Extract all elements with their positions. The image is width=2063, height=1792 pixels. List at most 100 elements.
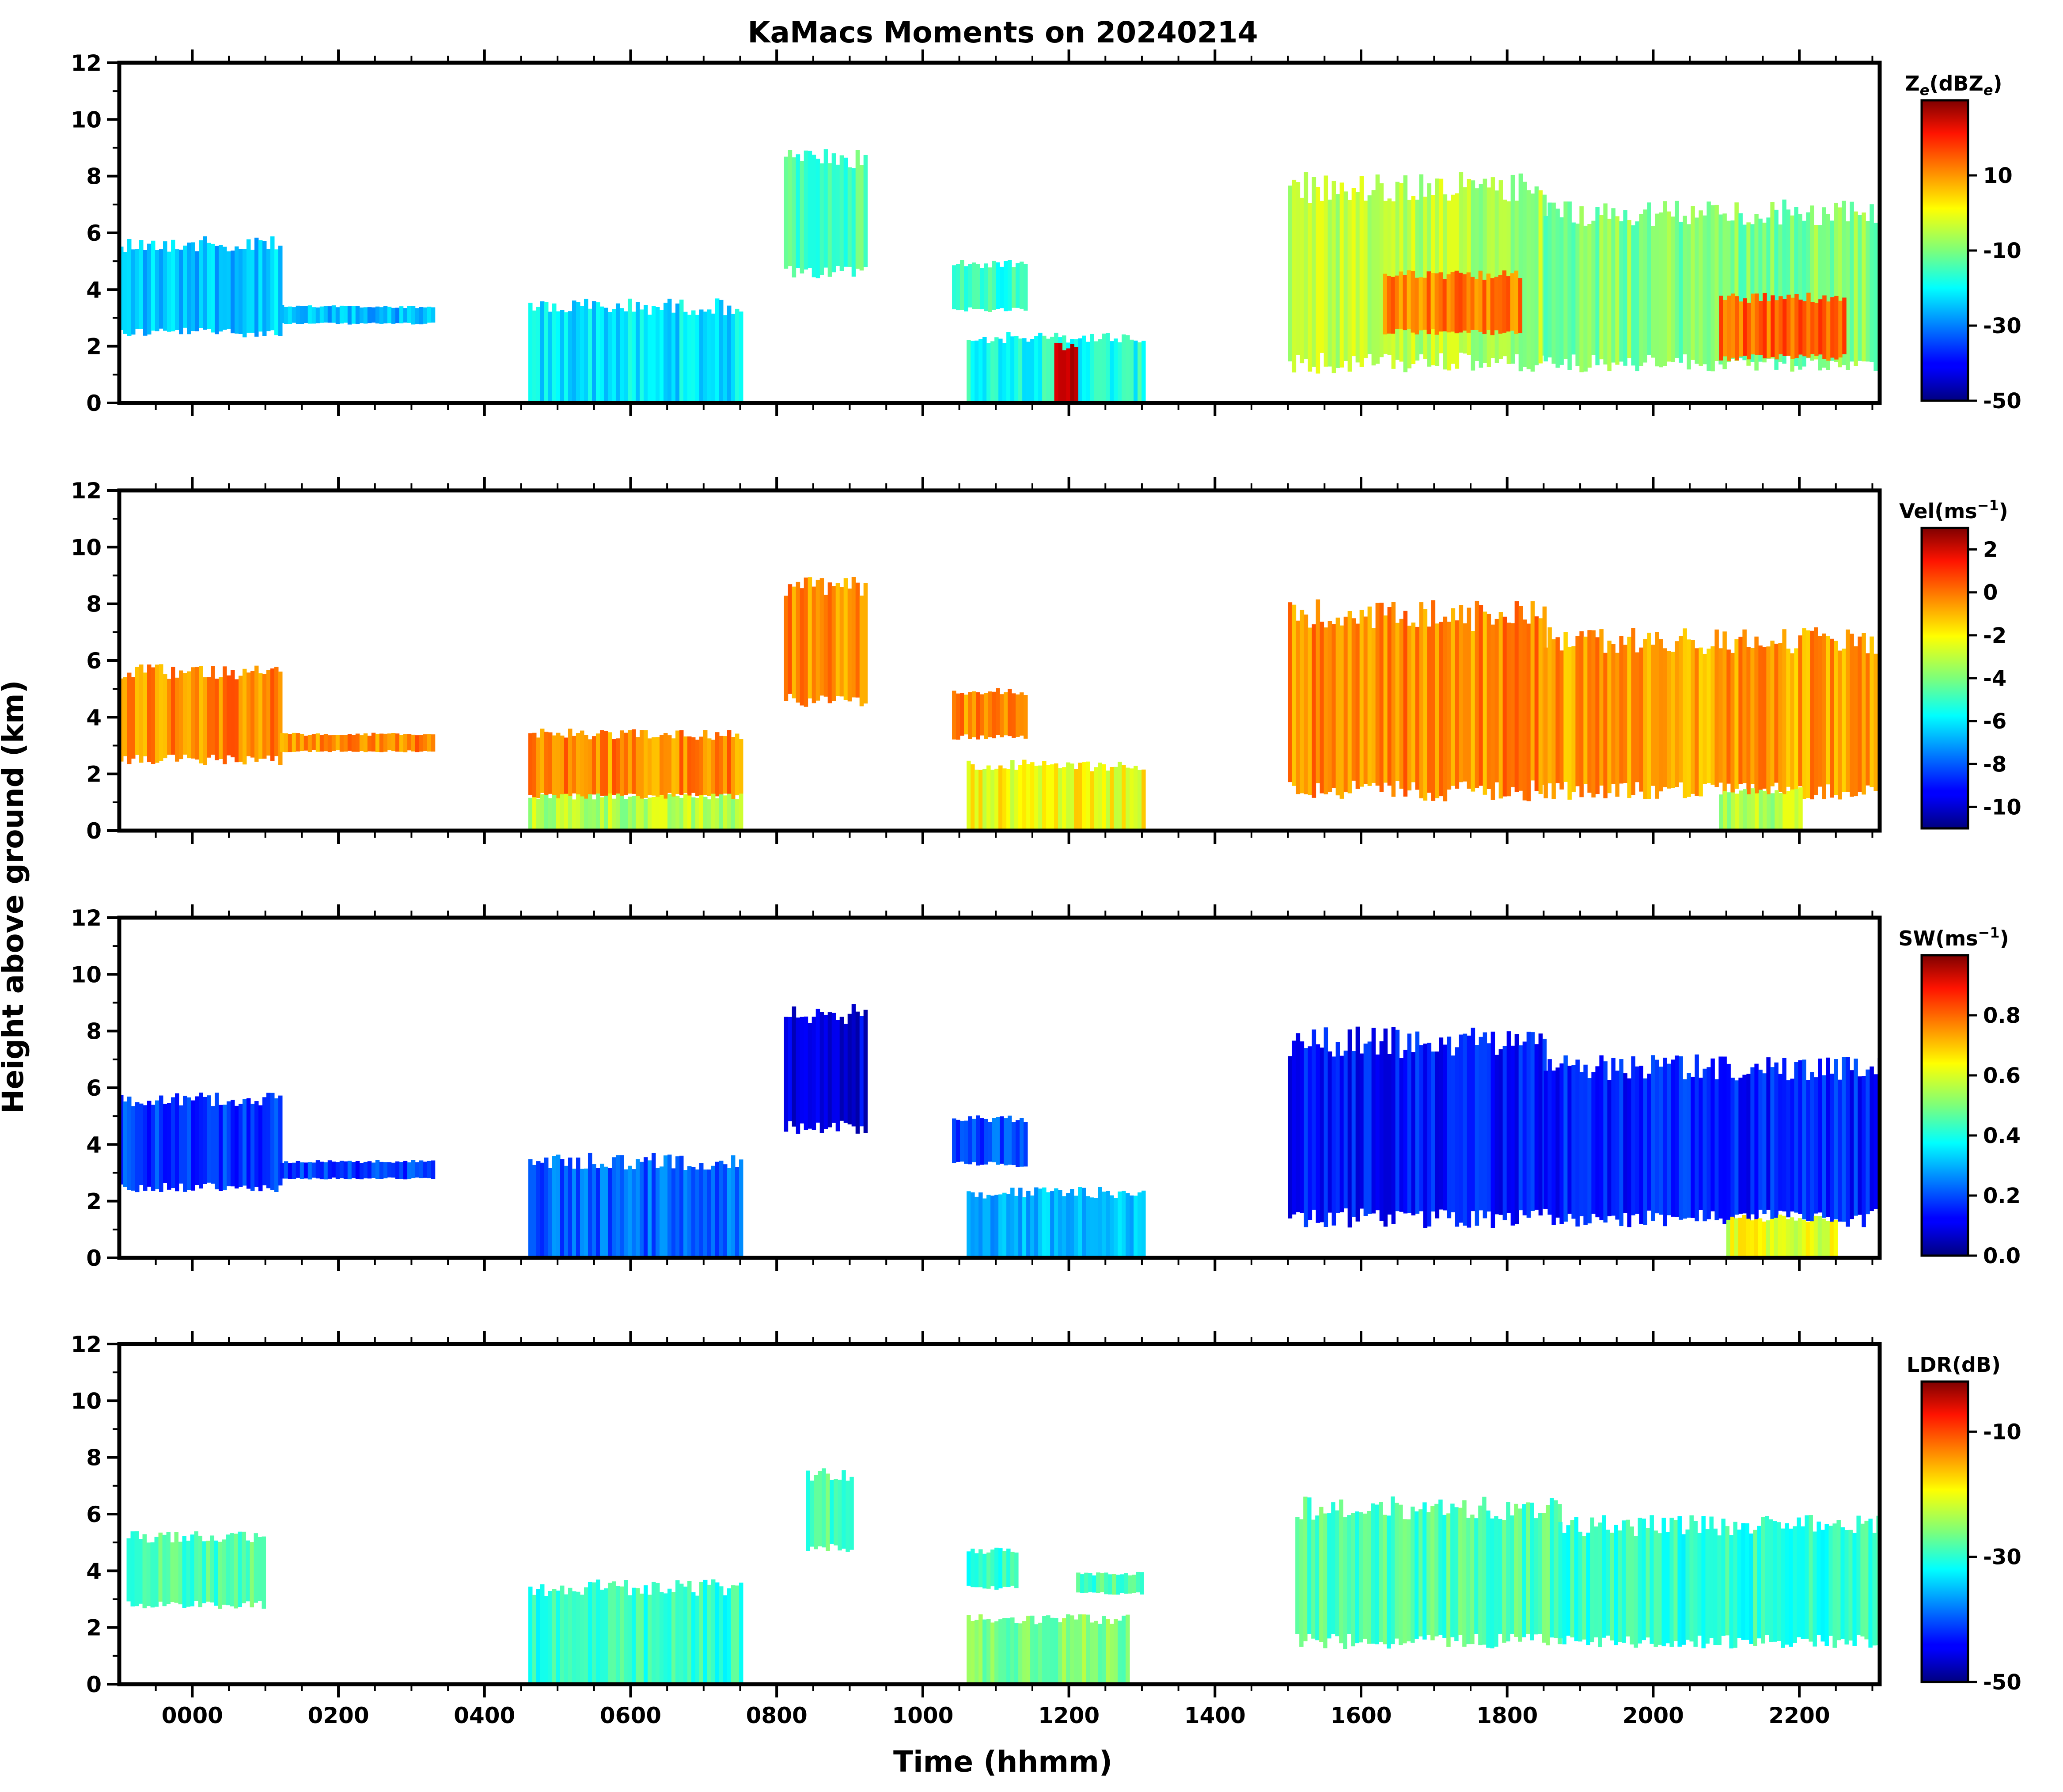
echo-region-4 — [967, 1614, 1130, 1684]
x-axis-title: Time (hhmm) — [893, 1745, 1112, 1779]
y-tick-label: 4 — [86, 1558, 102, 1584]
colorbar-tick-label: 2 — [1983, 538, 1998, 562]
colorbar-tick-label: 0.0 — [1983, 1244, 2021, 1268]
y-tick-label: 8 — [86, 1445, 102, 1471]
echo-region-4 — [952, 1115, 1028, 1167]
y-tick-label: 2 — [86, 1189, 102, 1215]
echo-region-0 — [119, 236, 283, 338]
echo-layer — [119, 577, 1880, 831]
colorbar-label: Vel(ms−1) — [1899, 497, 2008, 523]
echo-region-6 — [1288, 1026, 1547, 1228]
y-tick-label: 10 — [71, 962, 102, 987]
echo-region-0 — [119, 664, 283, 765]
echo-region-7 — [1288, 172, 1547, 374]
y-tick-label: 2 — [86, 762, 102, 787]
y-tick-label: 8 — [86, 592, 102, 617]
echo-region-1 — [528, 1579, 743, 1684]
y-tick-label: 8 — [86, 1019, 102, 1044]
chart-title: KaMacs Moments on 20240214 — [747, 15, 1258, 49]
colorbar-tick-label: -10 — [1983, 795, 2021, 820]
y-tick-label: 6 — [86, 1502, 102, 1527]
panel-spectrum_width: 0 2 4 6 8 10 12 0.8 0.6 0.4 0.2 0.0 SW(ms−1) — [71, 904, 2021, 1271]
echo-region-2 — [806, 1468, 854, 1552]
x-tick-label: 1400 — [1184, 1703, 1246, 1728]
colorbar-reflectivity — [1920, 99, 1969, 402]
colorbar-tick-label: -10 — [1983, 1420, 2021, 1444]
y-tick-label: 0 — [86, 1245, 102, 1271]
y-tick-label: 10 — [71, 535, 102, 560]
echo-region-10 — [1719, 292, 1847, 361]
echo-region-3 — [784, 1004, 868, 1134]
colorbar-tick-label: -6 — [1983, 709, 2006, 734]
x-tick-label: 1600 — [1330, 1703, 1392, 1728]
colorbar-tick-label: -30 — [1983, 314, 2021, 338]
echo-region-0 — [119, 1092, 283, 1192]
echo-layer — [119, 149, 1880, 403]
colorbar-tick-label: -4 — [1983, 666, 2006, 691]
echo-region-2 — [528, 1153, 743, 1258]
x-tick-label: 0400 — [454, 1703, 515, 1728]
y-tick-label: 4 — [86, 705, 102, 730]
colorbar-tick-label: 10 — [1983, 163, 2013, 188]
y-tick-label: 6 — [86, 1075, 102, 1101]
echo-region-4 — [952, 260, 1028, 312]
x-tick-label: 2000 — [1623, 1703, 1684, 1728]
x-tick-label: 2200 — [1769, 1703, 1830, 1728]
colorbar-tick-label: 0.2 — [1983, 1184, 2021, 1208]
y-tick-label: 0 — [86, 818, 102, 844]
x-tick-label: 0200 — [307, 1703, 369, 1728]
echo-region-8 — [1383, 270, 1523, 335]
x-tick-label: 1000 — [892, 1703, 953, 1728]
colorbar-spectrum_width — [1920, 954, 1969, 1257]
colorbar-tick-label: -10 — [1983, 239, 2021, 263]
colorbar-tick-label: -2 — [1983, 623, 2006, 648]
echo-region-9 — [1543, 199, 1880, 372]
y-tick-label: 12 — [71, 1332, 102, 1357]
echo-region-7 — [1558, 1515, 1880, 1649]
echo-region-1 — [280, 305, 436, 325]
echo-layer — [119, 1004, 1880, 1258]
x-tick-label: 0000 — [162, 1703, 223, 1728]
colorbar-tick-label: -50 — [1983, 1670, 2021, 1695]
colorbar-tick-label: 0 — [1983, 581, 1998, 605]
panel-velocity: 0 2 4 6 8 10 12 2 0 -2 -4 -6 -8 -10 Vel(ms−1) — [71, 477, 2021, 844]
colorbar-label: LDR(dB) — [1907, 1353, 2001, 1377]
x-tick-label: 1800 — [1476, 1703, 1538, 1728]
x-tick-label: 0600 — [600, 1703, 661, 1728]
echo-region-5 — [967, 1187, 1146, 1258]
y-tick-label: 6 — [86, 220, 102, 246]
echo-region-6 — [1295, 1496, 1562, 1649]
colorbar-tick-label: -30 — [1983, 1545, 2021, 1570]
echo-region-0 — [126, 1531, 266, 1609]
echo-layer — [126, 1468, 1880, 1684]
echo-region-6 — [967, 759, 1146, 831]
y-tick-label: 10 — [71, 107, 102, 133]
echo-region-2 — [528, 298, 743, 403]
echo-region-7 — [1543, 1054, 1880, 1227]
y-tick-label: 0 — [86, 391, 102, 416]
echo-region-5 — [1076, 1572, 1144, 1595]
echo-region-6 — [1054, 342, 1079, 403]
y-tick-label: 12 — [71, 478, 102, 504]
echo-region-1 — [280, 1160, 436, 1180]
colorbar-tick-label: 0.4 — [1983, 1124, 2021, 1148]
echo-region-8 — [1543, 627, 1880, 800]
y-tick-label: 6 — [86, 648, 102, 674]
panel-ldr: 0 2 4 6 8 10 12 0000 0200 0400 0600 0800 1000 1200 140… — [71, 1331, 2021, 1728]
x-tick-label: 1200 — [1038, 1703, 1100, 1728]
y-tick-label: 2 — [86, 334, 102, 360]
colorbar-label: Ze(dBZe) — [1905, 72, 2002, 99]
echo-region-3 — [528, 793, 743, 831]
y-tick-label: 10 — [71, 1388, 102, 1414]
y-tick-label: 0 — [86, 1672, 102, 1697]
colorbar-tick-label: 0.6 — [1983, 1063, 2021, 1088]
y-axis-title: Height above ground (km) — [0, 680, 30, 1114]
panel-reflectivity: 0 2 4 6 8 10 12 10 -10 -30 -50 Ze(dBZe) — [71, 49, 2021, 416]
echo-region-4 — [784, 577, 868, 707]
colorbar-tick-label: -8 — [1983, 752, 2006, 777]
echo-region-9 — [1719, 787, 1803, 831]
echo-region-7 — [1288, 599, 1547, 801]
y-tick-label: 4 — [86, 277, 102, 303]
y-tick-label: 2 — [86, 1615, 102, 1641]
